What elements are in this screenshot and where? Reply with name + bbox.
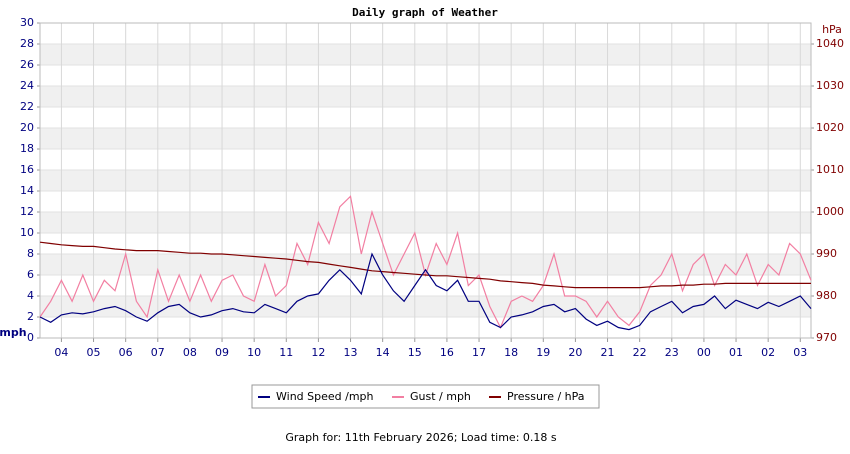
x-tick-label: 03 (793, 346, 807, 359)
chart-title: Daily graph of Weather (352, 6, 498, 19)
x-tick-label: 12 (311, 346, 325, 359)
x-tick-label: 01 (729, 346, 743, 359)
x-tick-label: 05 (87, 346, 101, 359)
x-tick-label: 20 (568, 346, 582, 359)
x-tick-label: 06 (119, 346, 133, 359)
y2-tick-label: 970 (816, 331, 837, 344)
x-tick-label: 10 (247, 346, 261, 359)
y-tick-label: 14 (20, 184, 34, 197)
y2-tick-label: 1020 (816, 121, 844, 134)
y2-tick-label: 1000 (816, 205, 844, 218)
legend-label: Gust / mph (410, 390, 471, 403)
y2-tick-label: 990 (816, 247, 837, 260)
y-tick-label: 10 (20, 226, 34, 239)
y2-tick-label: 980 (816, 289, 837, 302)
x-tick-label: 18 (504, 346, 518, 359)
x-tick-label: 08 (183, 346, 197, 359)
y-tick-label: 22 (20, 100, 34, 113)
y-tick-label: 30 (20, 16, 34, 29)
x-tick-label: 19 (536, 346, 550, 359)
grid-band (40, 212, 811, 233)
y2-tick-label: 1030 (816, 79, 844, 92)
grid-band (40, 128, 811, 149)
grid-band (40, 254, 811, 275)
legend-box (251, 384, 600, 409)
x-tick-label: 17 (472, 346, 486, 359)
grid-band (40, 296, 811, 317)
series-line (39, 252, 812, 331)
x-tick-label: 11 (279, 346, 293, 359)
y-tick-label: 4 (27, 289, 34, 302)
y-tick-label: 20 (20, 121, 34, 134)
plot-border (39, 22, 812, 339)
legend: Wind Speed /mph Gust / mph Pressure / hPa (251, 384, 600, 409)
y2-tick-label: 1010 (816, 163, 844, 176)
y-tick-label: 26 (20, 58, 34, 71)
x-tick-label: 16 (440, 346, 454, 359)
legend-label: Wind Speed /mph (276, 390, 374, 403)
grid-band (40, 86, 811, 107)
x-tick-label: 14 (376, 346, 390, 359)
y2-axis-label: hPa (822, 23, 842, 36)
grid-band (40, 44, 811, 65)
series-line (39, 241, 811, 289)
y2-tick-label: 1040 (816, 37, 844, 50)
x-tick-label: 04 (54, 346, 68, 359)
y-tick-label: 8 (27, 247, 34, 260)
y-tick-label: 6 (27, 268, 34, 281)
y-tick-label: 12 (20, 205, 34, 218)
y-tick-label: 0 (27, 331, 34, 344)
x-tick-label: 09 (215, 346, 229, 359)
legend-label: Pressure / hPa (507, 390, 585, 403)
x-tick-label: 00 (697, 346, 711, 359)
x-tick-label: 02 (761, 346, 775, 359)
y-tick-label: 16 (20, 163, 34, 176)
x-tick-label: 21 (601, 346, 615, 359)
x-tick-label: 22 (633, 346, 647, 359)
grid-band (40, 170, 811, 191)
y-tick-label: 28 (20, 37, 34, 50)
x-tick-label: 23 (665, 346, 679, 359)
y-tick-label: 2 (27, 310, 34, 323)
y-tick-label: 18 (20, 142, 34, 155)
x-tick-label: 13 (344, 346, 358, 359)
y-tick-label: 24 (20, 79, 34, 92)
x-tick-label: 07 (151, 346, 165, 359)
footer: Graph for: 11th February 2026; Load time… (285, 431, 557, 444)
y-axis-label: mph (0, 326, 27, 339)
x-tick-label: 15 (408, 346, 422, 359)
